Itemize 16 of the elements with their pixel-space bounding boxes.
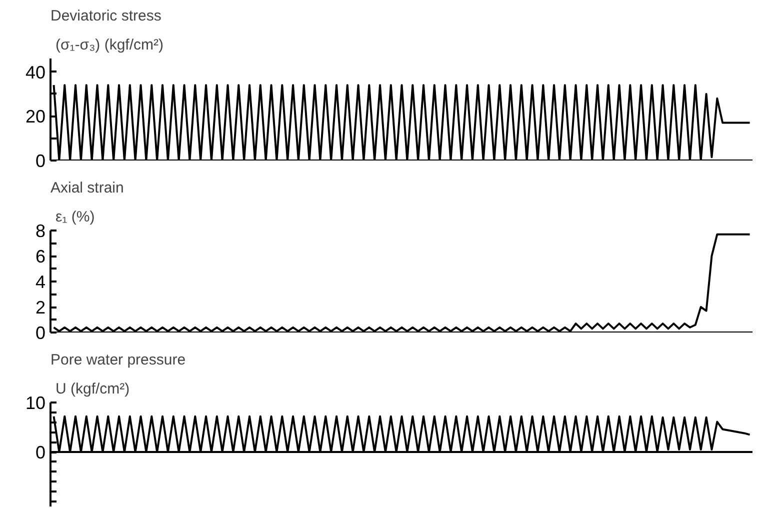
y-tick-label: 2 — [35, 298, 46, 318]
chart-title: Deviatoric stress — [50, 8, 162, 24]
y-axis-title: U (kgf/cm²) — [56, 380, 130, 398]
chart-title: Axial strain — [50, 180, 124, 196]
chart-title: Pore water pressure — [50, 352, 186, 368]
y-tick-label: 0 — [35, 323, 46, 343]
y-tick-label: 0 — [35, 151, 46, 171]
y-tick-label: 20 — [25, 106, 46, 127]
y-tick-label: 6 — [35, 246, 46, 266]
y-tick-label: 0 — [35, 442, 46, 463]
y-axis-title: ε₁ (%) — [56, 208, 95, 226]
y-tick-label: 40 — [25, 62, 46, 82]
y-axis-title: (σ₁-σ₃) (kgf/cm²) — [56, 36, 164, 54]
y-tick-label: 10 — [25, 393, 46, 413]
y-tick-label: 8 — [35, 221, 46, 241]
y-tick-label: 4 — [35, 272, 46, 292]
